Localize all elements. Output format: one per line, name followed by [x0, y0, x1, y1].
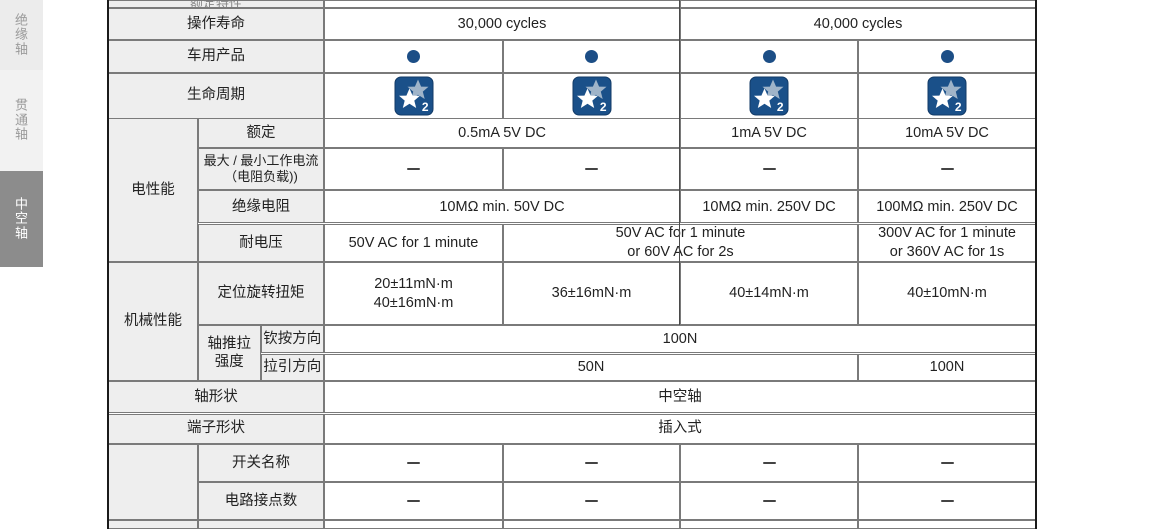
svg-text:2: 2	[777, 100, 784, 114]
svg-text:2: 2	[421, 100, 428, 114]
svg-text:2: 2	[955, 100, 962, 114]
svg-text:2: 2	[599, 100, 606, 114]
